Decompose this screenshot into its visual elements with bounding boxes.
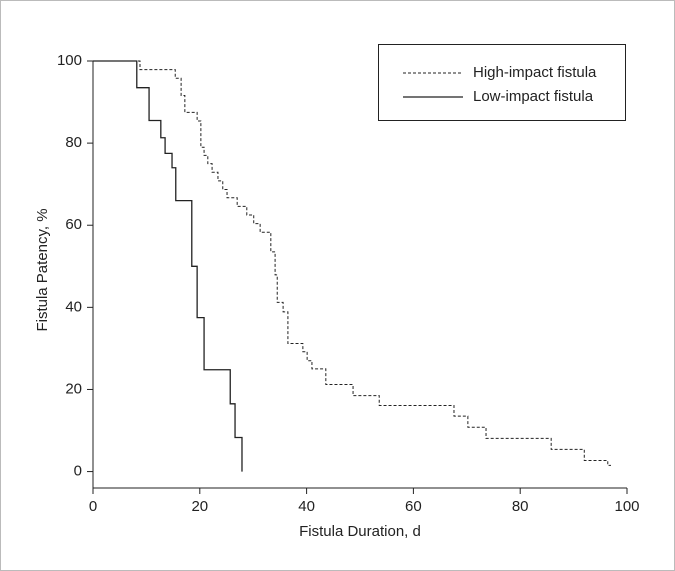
km-curve: [93, 60, 243, 472]
legend-label: Low-impact fistula: [473, 88, 594, 105]
y-axis-label: Fistula Patency, %: [34, 208, 51, 331]
y-tick-label: 20: [65, 380, 82, 397]
y-tick-label: 0: [74, 463, 82, 480]
y-tick-label: 100: [57, 52, 82, 69]
x-tick-label: 100: [614, 498, 639, 515]
x-tick-label: 40: [298, 498, 315, 515]
y-tick-label: 80: [65, 134, 82, 151]
legend-label: High-impact fistula: [473, 64, 597, 81]
x-tick-label: 20: [191, 498, 208, 515]
x-tick-label: 80: [512, 498, 529, 515]
y-tick-label: 60: [65, 216, 82, 233]
y-tick-label: 40: [65, 298, 82, 315]
x-axis-label: Fistula Duration, d: [299, 523, 421, 540]
x-tick-label: 0: [89, 498, 97, 515]
km-curve: [93, 60, 611, 466]
x-tick-label: 60: [405, 498, 422, 515]
legend-box: [378, 44, 626, 121]
